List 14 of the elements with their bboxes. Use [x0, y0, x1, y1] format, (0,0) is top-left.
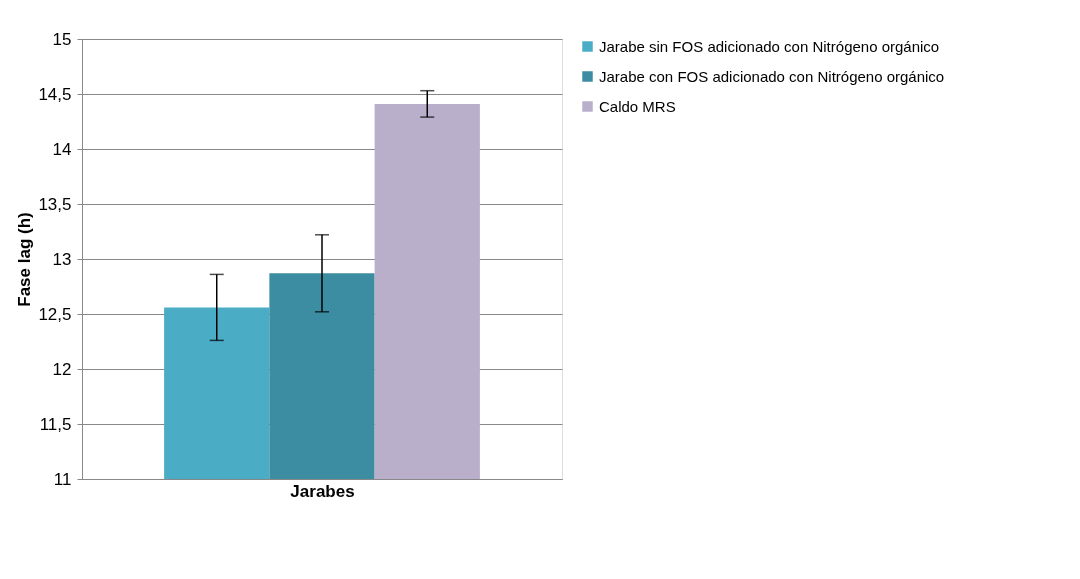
x-axis-title: Jarabes — [290, 481, 355, 501]
y-axis-title: Fase lag (h) — [15, 212, 35, 307]
legend-label: Jarabe con FOS adicionado con Nitrógeno orgánico — [599, 67, 945, 85]
legend-label: Jarabe sin FOS adicionado con Nitrógeno orgánico — [599, 37, 940, 55]
y-tick-label: 14 — [52, 139, 72, 159]
y-tick-label: 12,5 — [38, 304, 72, 324]
y-tick-label: 13 — [52, 249, 72, 269]
y-tick-label: 11 — [53, 469, 72, 489]
y-tick-label: 14,5 — [38, 84, 72, 104]
legend-label: Caldo MRS — [599, 97, 676, 115]
y-tick-label: 12 — [52, 359, 72, 379]
y-tick-label: 15 — [52, 29, 72, 49]
y-tick-label: 11,5 — [39, 414, 72, 434]
y-tick-label: 13,5 — [38, 194, 72, 214]
